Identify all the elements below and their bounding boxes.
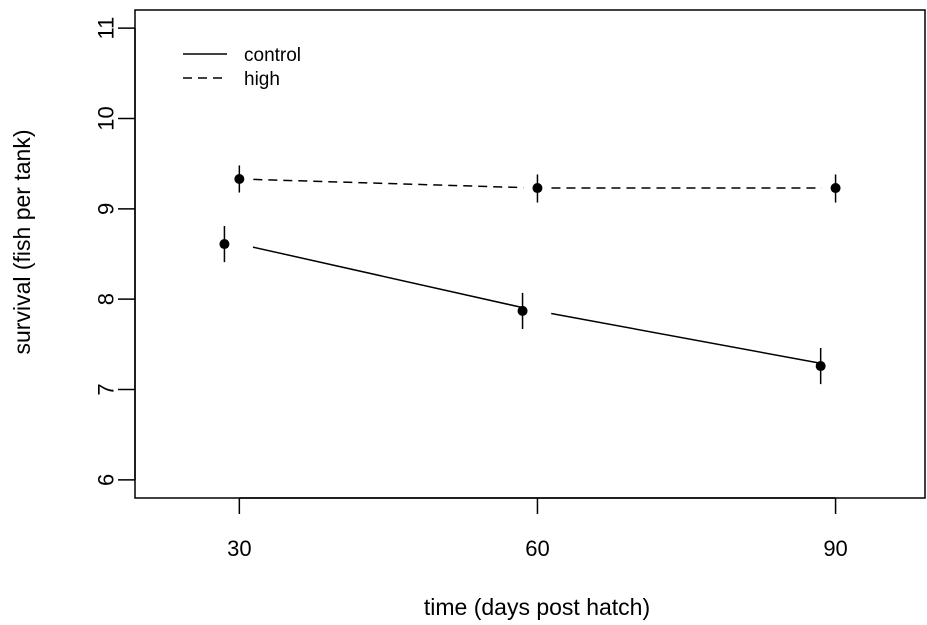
y-tick-label: 9 — [94, 203, 119, 215]
x-tick-label: 90 — [823, 536, 847, 561]
data-point — [830, 183, 841, 194]
x-tick-label: 30 — [227, 536, 251, 561]
data-point — [815, 361, 826, 372]
legend: control high — [183, 45, 301, 90]
y-tick-label: 7 — [94, 383, 119, 395]
x-tick-label: 60 — [525, 536, 549, 561]
series-line-segment — [551, 312, 822, 365]
x-axis: 30 60 90 — [227, 497, 848, 561]
data-point — [219, 239, 230, 250]
legend-label-high: high — [244, 69, 280, 90]
series-line-segment — [252, 246, 524, 309]
data-point — [234, 173, 245, 184]
data-point — [517, 305, 528, 316]
series-control — [219, 225, 826, 385]
y-axis-label: survival (fish per tank) — [9, 130, 35, 355]
y-tick-label: 11 — [94, 17, 119, 40]
y-tick-label: 8 — [94, 293, 119, 305]
y-tick-label: 10 — [94, 106, 119, 130]
y-tick-label: 6 — [94, 474, 119, 486]
y-axis: 6 7 8 9 10 11 — [94, 17, 136, 486]
legend-label-control: control — [244, 45, 301, 66]
series-line-segment — [253, 178, 524, 189]
series-high — [234, 165, 841, 203]
x-axis-label: time (days post hatch) — [424, 594, 650, 620]
series-layer — [219, 165, 841, 385]
data-point — [532, 183, 543, 194]
